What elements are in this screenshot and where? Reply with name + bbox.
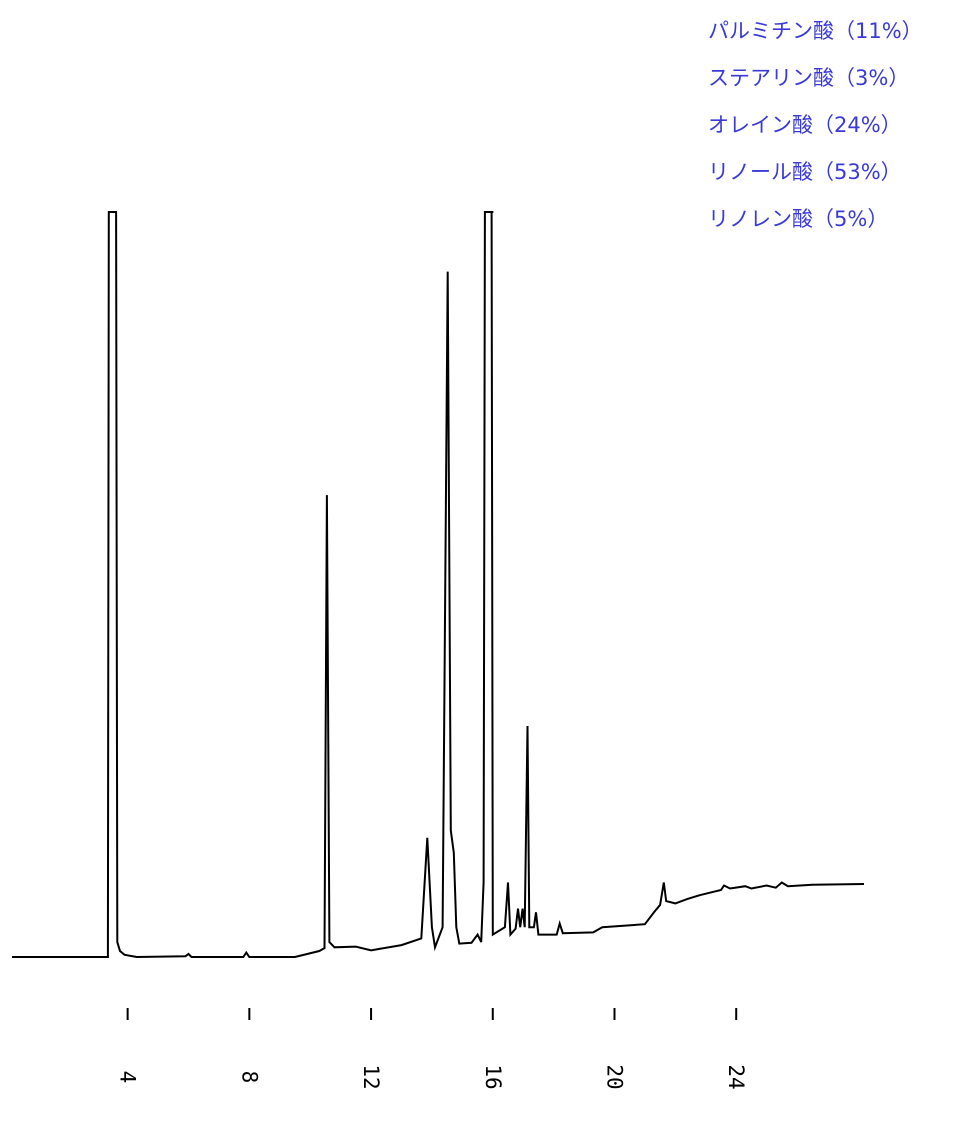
x-tick-label: 20	[602, 1064, 626, 1089]
x-axis: 4 8 12 16 20 24	[116, 1008, 748, 1090]
plot-area	[12, 211, 865, 959]
x-tick-label: 8	[237, 1071, 261, 1084]
legend-item-linolenic: リノレン酸（5%）	[708, 207, 889, 231]
x-tick-label: 24	[724, 1064, 748, 1089]
x-tick-label: 16	[481, 1064, 505, 1089]
legend-item-palmitic: パルミチン酸（11%）	[708, 19, 923, 43]
legend-item-linoleic: リノール酸（53%）	[708, 160, 902, 184]
chart-legend: パルミチン酸（11%） ステアリン酸（3%） オレイン酸（24%） リノール酸（…	[708, 8, 964, 243]
chromatogram-trace	[12, 211, 865, 959]
legend-item-stearic: ステアリン酸（3%）	[708, 66, 910, 90]
x-tick-label: 12	[359, 1064, 383, 1089]
x-tick-label: 4	[116, 1071, 140, 1084]
legend-item-oleic: オレイン酸（24%）	[708, 113, 902, 137]
